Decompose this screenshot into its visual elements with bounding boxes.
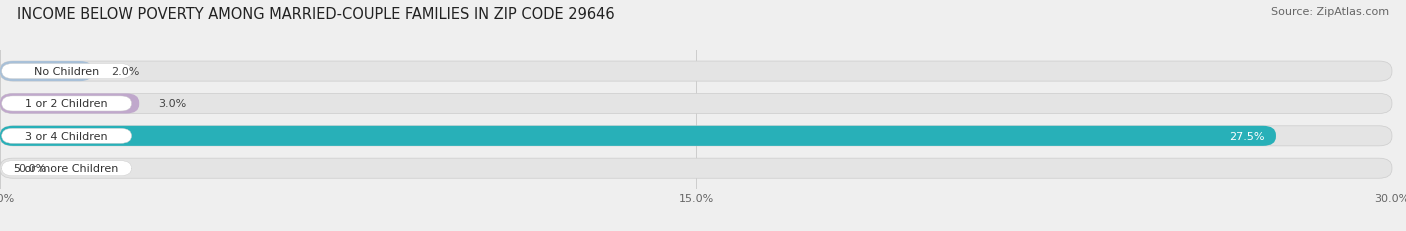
FancyBboxPatch shape [0, 126, 1277, 146]
FancyBboxPatch shape [1, 129, 132, 144]
FancyBboxPatch shape [1, 64, 132, 79]
Text: 3 or 4 Children: 3 or 4 Children [25, 131, 108, 141]
Text: INCOME BELOW POVERTY AMONG MARRIED-COUPLE FAMILIES IN ZIP CODE 29646: INCOME BELOW POVERTY AMONG MARRIED-COUPL… [17, 7, 614, 22]
Text: 2.0%: 2.0% [111, 67, 139, 77]
FancyBboxPatch shape [0, 126, 1392, 146]
Text: 27.5%: 27.5% [1229, 131, 1264, 141]
FancyBboxPatch shape [0, 62, 1392, 82]
Text: 0.0%: 0.0% [18, 164, 46, 173]
FancyBboxPatch shape [0, 158, 1392, 179]
FancyBboxPatch shape [0, 94, 139, 114]
Text: 1 or 2 Children: 1 or 2 Children [25, 99, 108, 109]
FancyBboxPatch shape [1, 161, 132, 176]
Text: 3.0%: 3.0% [157, 99, 186, 109]
FancyBboxPatch shape [1, 97, 132, 112]
FancyBboxPatch shape [0, 94, 1392, 114]
FancyBboxPatch shape [0, 62, 93, 82]
Text: Source: ZipAtlas.com: Source: ZipAtlas.com [1271, 7, 1389, 17]
Text: No Children: No Children [34, 67, 100, 77]
Text: 5 or more Children: 5 or more Children [14, 164, 120, 173]
